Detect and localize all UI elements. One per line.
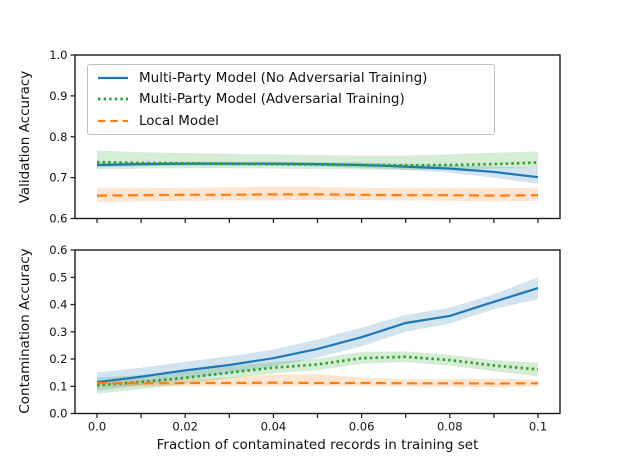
legend-solid-line-icon	[98, 76, 128, 79]
x-tick-label: 0.06	[349, 420, 375, 434]
legend-item-local-model: Local Model	[88, 111, 494, 132]
x-tick-label: 0.04	[261, 420, 287, 434]
y-tick-label: 1.0	[49, 48, 67, 62]
legend-item-multiparty-no-adv: Multi-Party Model (No Adversarial Traini…	[88, 67, 494, 88]
y-tick-label: 0.4	[49, 298, 67, 312]
y-tick-label: 0.7	[49, 171, 67, 185]
legend: Multi-Party Model (No Adversarial Traini…	[87, 64, 495, 135]
x-tick-label: 0.0	[88, 420, 106, 434]
axes-frame	[74, 249, 561, 415]
y-tick-label: 0.2	[49, 352, 67, 366]
local-line	[96, 381, 539, 385]
subplot-1: 0.0 0.02 0.04 0.06 0.08 0.1 0.0 0.1 0.2 0.3 0.4 0.5…	[49, 243, 561, 434]
multiparty-adv-line	[96, 160, 539, 167]
y-tick-label: 0.9	[49, 89, 67, 103]
legend-dashed-line-icon	[98, 119, 128, 123]
legend-label-local-model: Local Model	[139, 113, 219, 130]
y-tick-label: 0.0	[49, 407, 67, 421]
y-tick-label: 0.8	[49, 130, 67, 144]
legend-item-multiparty-adv: Multi-Party Model (Adversarial Training)	[88, 89, 494, 110]
multiparty-no-adv-line	[96, 287, 539, 384]
y-tick-label: 0.6	[49, 212, 67, 226]
multiparty-adv-band	[97, 351, 538, 394]
multiparty-adv-line	[96, 355, 539, 387]
x-axis-label: Fraction of contaminated records in trai…	[156, 437, 479, 453]
y-axis-label-validation-accuracy: Validation Accuracy	[17, 70, 33, 204]
legend-label-multiparty-no-adv: Multi-Party Model (No Adversarial Traini…	[139, 69, 428, 86]
y-tick-label: 0.5	[49, 270, 67, 284]
legend-label-multiparty-adv: Multi-Party Model (Adversarial Training)	[139, 91, 405, 108]
y-tick-label: 0.6	[49, 243, 67, 257]
multiparty-adv-band	[97, 150, 538, 170]
local-line	[96, 193, 539, 197]
legend-dotted-line-icon	[98, 98, 128, 101]
x-tick-label: 0.02	[172, 420, 198, 434]
y-tick-label: 0.3	[49, 325, 67, 339]
y-axis-label-contamination-accuracy: Contamination Accuracy	[17, 248, 33, 414]
multiparty-no-adv-band	[97, 277, 538, 391]
subplot-0: 0.6 0.7 0.8 0.9 1.0	[49, 48, 561, 226]
y-tick-label: 0.1	[49, 379, 67, 393]
x-tick-label: 0.1	[529, 420, 547, 434]
x-tick-label: 0.08	[437, 420, 463, 434]
